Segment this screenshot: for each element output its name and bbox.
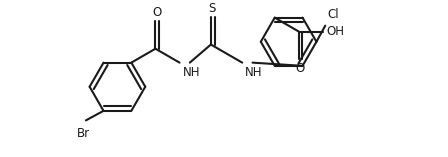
Text: S: S [209, 2, 216, 14]
Text: O: O [296, 62, 305, 75]
Text: NH: NH [182, 66, 200, 78]
Text: Br: Br [77, 127, 90, 140]
Text: O: O [152, 6, 162, 19]
Text: NH: NH [245, 66, 263, 78]
Text: Cl: Cl [327, 8, 339, 21]
Text: OH: OH [327, 25, 345, 38]
